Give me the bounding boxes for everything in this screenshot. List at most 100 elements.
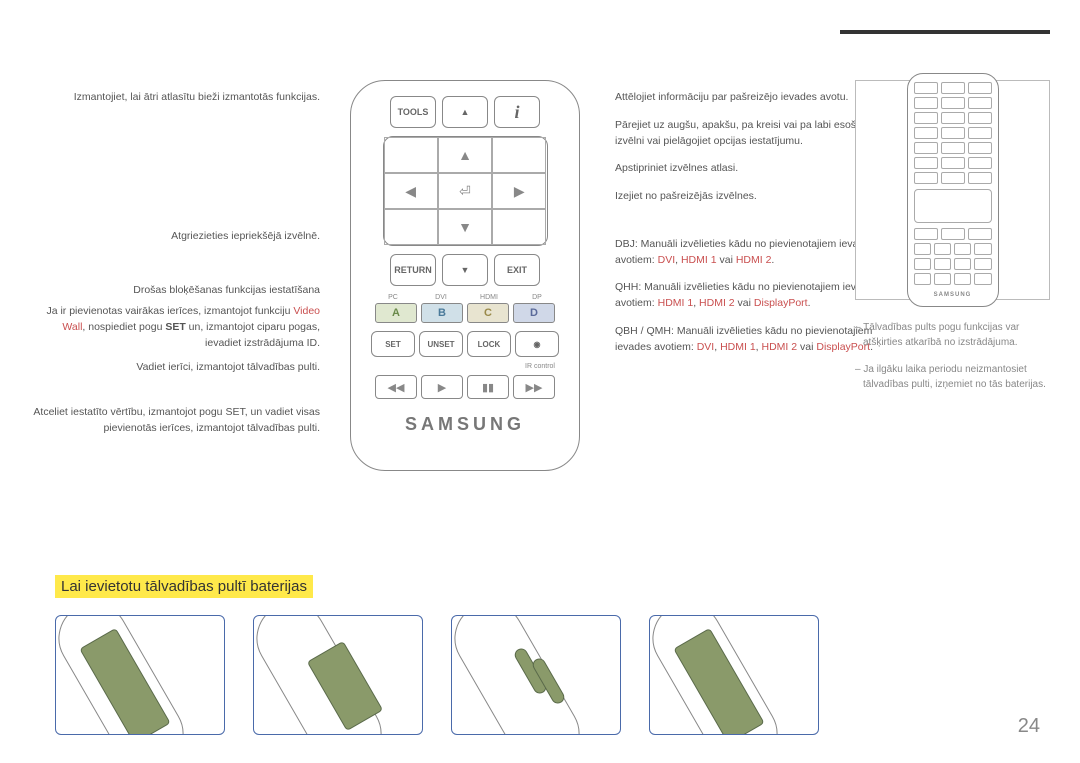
mini-btn [968,172,992,184]
color-button-d: D [513,303,555,323]
callout-qhh: QHH: Manuāli izvēlieties kādu no pievien… [615,280,880,312]
side-notes: – Tālvadības pults pogu funkcijas var at… [855,320,1050,392]
mini-btn [914,228,938,240]
text: . [808,297,811,309]
callout-exit: Izejiet no pašreizējās izvēlnes. [615,189,880,205]
mini-btn [914,112,938,124]
return-button: RETURN [390,254,436,286]
kw: HDMI 2 [736,254,772,266]
callout-qbh: QBH / QMH: Manuāli izvēlieties kādu no p… [615,324,880,356]
text: vai [735,297,754,309]
kw: HDMI 2 [699,297,735,309]
mini-btn [974,258,991,270]
mini-btn [914,273,931,285]
nav-empty [492,137,546,173]
mini-btn [941,127,965,139]
pause-button: ▮▮ [467,375,509,399]
samsung-logo: SAMSUNG [361,414,569,435]
nav-left: ◀ [384,173,438,209]
text: vai [717,254,736,266]
mini-btn [941,97,965,109]
battery-steps [55,615,819,735]
mini-btn [954,243,971,255]
up-arrow-button: ▲ [442,96,488,128]
lock-button: LOCK [467,331,511,357]
mini-btn [968,97,992,109]
mini-btn [941,228,965,240]
nav-up: ▲ [438,137,492,173]
kw: DisplayPort [754,297,808,309]
mini-remote: SAMSUNG [907,73,999,307]
rewind-button: ◀◀ [375,375,417,399]
battery-step-2 [253,615,423,735]
mini-btn [914,82,938,94]
note-1: – Tālvadības pults pogu funkcijas var at… [855,320,1050,350]
nav-empty [384,209,438,245]
bold-set: SET [165,321,185,333]
info-button: i [494,96,540,128]
mini-btn [914,97,938,109]
remote-diagram: TOOLS ▲ i ▲ ◀ ⏎ ▶ ▼ RETURN ▼ EXIT [330,20,600,471]
color-button-a: A [375,303,417,323]
callout-nav: Pārejiet uz augšu, apakšu, pa kreisi vai… [615,118,880,150]
callout-tools: Izmantojiet, lai ātri atlasītu bieži izm… [30,90,320,106]
nav-pad: ▲ ◀ ⏎ ▶ ▼ [383,136,548,246]
text: vai [797,341,816,353]
remote-outline: TOOLS ▲ i ▲ ◀ ⏎ ▶ ▼ RETURN ▼ EXIT [350,80,580,471]
mini-btn [968,142,992,154]
ir-label: IR control [525,363,555,370]
mini-btn [941,112,965,124]
kw: DVI [697,341,715,353]
set-button: SET [371,331,415,357]
mini-btn [914,243,931,255]
callout-info: Attēlojiet informāciju par pašreizējo ie… [615,90,880,106]
mini-btn [941,142,965,154]
sublabel-row: PC DVI HDMI DP [361,294,569,301]
sublabel-dvi: DVI [420,294,462,301]
down-arrow-button: ▼ [442,254,488,286]
nav-empty [492,209,546,245]
nav-empty [384,137,438,173]
battery-step-3 [451,615,621,735]
mini-btn [914,172,938,184]
nav-enter: ⏎ [438,173,492,209]
remote-back-shape [451,615,592,735]
unset-button: UNSET [419,331,463,357]
color-button-b: B [421,303,463,323]
mini-btn [968,228,992,240]
callout-ircontrol: Vadiet ierīci, izmantojot tālvadības pul… [30,360,320,376]
exit-button: EXIT [494,254,540,286]
mini-btn [954,258,971,270]
top-accent-bar [840,30,1050,34]
callout-enter: Apstipriniet izvēlnes atlasi. [615,161,880,177]
callout-safetylock: Drošas bloķēšanas funkcijas iestatīšana [30,283,320,299]
forward-button: ▶▶ [513,375,555,399]
mini-nav-pad [914,189,992,223]
ir-button: ◉ [515,331,559,357]
text: , nospiediet pogu [82,321,165,333]
right-callouts: Attēlojiet informāciju par pašreizējo ie… [600,20,880,471]
mini-btn [941,172,965,184]
mini-btn [968,157,992,169]
kw: HDMI 2 [762,341,798,353]
mini-btn [941,82,965,94]
mini-samsung-logo: SAMSUNG [914,292,992,298]
mini-btn [934,273,951,285]
sublabel-hdmi: HDMI [468,294,510,301]
play-button: ▶ [421,375,463,399]
mini-btn [968,127,992,139]
mini-btn [934,258,951,270]
callout-unset: Atceliet iestatīto vērtību, izmantojot p… [30,405,320,437]
text: Ja ir pievienotas vairākas ierīces, izma… [46,305,293,317]
page-number: 24 [1018,715,1040,738]
callout-set: Ja ir pievienotas vairākas ierīces, izma… [30,304,320,351]
text: un, izmantojot ciparu pogas, ievadiet iz… [186,321,320,349]
kw: HDMI 1 [681,254,717,266]
mini-btn [974,273,991,285]
mini-btn [968,112,992,124]
section-title: Lai ievietotu tālvadības pultī baterijas [55,575,313,598]
mini-btn [968,82,992,94]
battery-step-4 [649,615,819,735]
text: . [771,254,774,266]
mini-btn [954,273,971,285]
